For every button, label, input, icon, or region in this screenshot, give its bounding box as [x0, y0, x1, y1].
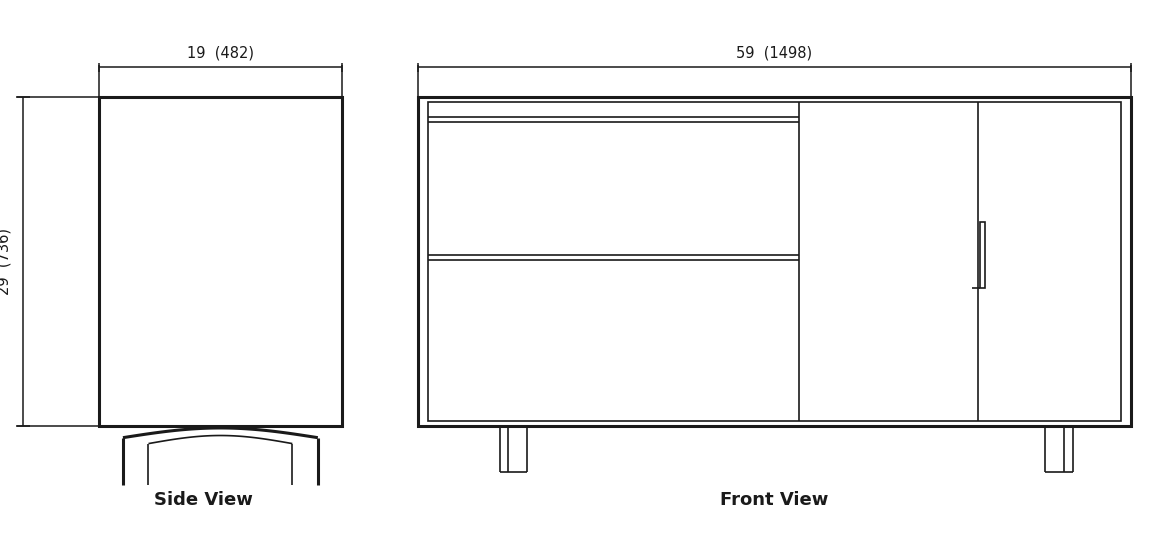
Bar — [99, 97, 342, 426]
Text: 29  (736): 29 (736) — [0, 228, 12, 295]
Text: 59  (1498): 59 (1498) — [737, 46, 812, 61]
Text: Side View: Side View — [153, 492, 253, 509]
Text: 19  (482): 19 (482) — [187, 46, 254, 61]
Bar — [980, 222, 986, 288]
Text: Front View: Front View — [720, 492, 828, 509]
Bar — [418, 97, 1131, 426]
Bar — [428, 102, 1121, 421]
